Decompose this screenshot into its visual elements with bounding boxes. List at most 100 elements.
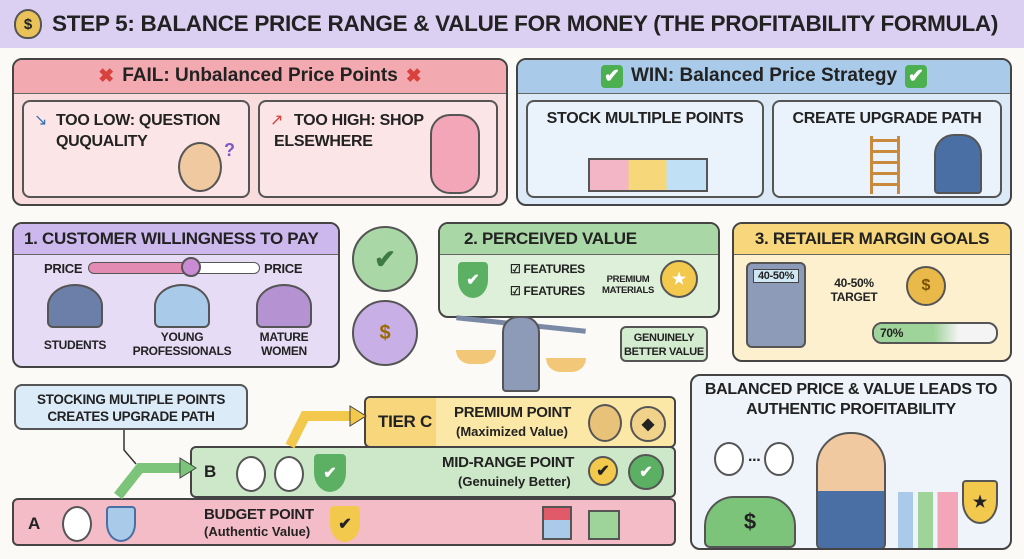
money-bag-icon: $ (14, 9, 42, 39)
win-header: ✔ WIN: Balanced Price Strategy ✔ (518, 60, 1010, 94)
segment-mature-women: MATURE WOMEN (244, 284, 324, 358)
stock-text: STOCK MULTIPLE POINTS (546, 110, 744, 127)
calculator-icon: 40-50% (746, 262, 806, 348)
question-icon: ? (224, 140, 235, 160)
premium-materials: PREMIUM MATERIALS (601, 274, 654, 296)
woman-icon (256, 284, 312, 328)
money-bags-icon: $ (704, 496, 796, 548)
star-medal-icon: ★ (660, 260, 698, 298)
tier-c: TIER C PREMIUM POINT (Maximized Value) ◆ (364, 396, 676, 448)
shield-check-icon: ✔ (314, 454, 346, 492)
arrow-a-to-b-icon (114, 463, 180, 500)
tier-a-label: A (28, 514, 40, 533)
title-bar: $ STEP 5: BALANCE PRICE RANGE & VALUE FO… (0, 0, 1024, 48)
willingness-panel: 1. CUSTOMER WILLINGNESS TO PAY PRICE PRI… (12, 222, 340, 368)
progress-label: 70% (880, 326, 904, 340)
margin-progress-bar: 70% (872, 322, 998, 344)
gold-bunny-icon (588, 404, 622, 442)
storefront-icon (542, 506, 572, 540)
shield-check-icon: ✔ (458, 262, 488, 298)
feature-1: ☑ FEATURES (510, 262, 585, 276)
tier-b-name: MID-RANGE POINT (442, 454, 575, 471)
trophy-icon: ★ (962, 480, 998, 524)
fail-header: ✖ FAIL: Unbalanced Price Points ✖ (14, 60, 506, 94)
check-icon: ✔ (905, 65, 927, 88)
shopkeeper-icon (816, 432, 886, 548)
margin-header: 3. RETAILER MARGIN GOALS (734, 224, 1010, 255)
tier-a: A BUDGET POINT (Authentic Value) ✔ (12, 498, 676, 546)
segments: STUDENTS YOUNG PROFESSIONALS MATURE WOME… (24, 284, 330, 358)
price-slider[interactable] (88, 257, 260, 277)
student-icon (47, 284, 103, 328)
coin-hand-bubble-icon: $ (352, 300, 418, 366)
professional-icon (154, 284, 210, 328)
page-title: STEP 5: BALANCE PRICE RANGE & VALUE FOR … (52, 11, 999, 36)
tier-c-label: TIER C (378, 412, 432, 431)
checkbox-icon: ☑ (510, 284, 524, 298)
shopping-bag-lock-icon (588, 510, 620, 540)
target-label: 40-50% TARGET (830, 276, 878, 304)
tier-c-name: PREMIUM POINT (454, 404, 571, 421)
calculator-display: 40-50% (753, 269, 799, 283)
upgrade-text: CREATE UPGRADE PATH (792, 110, 982, 127)
stock-card: STOCK MULTIPLE POINTS (526, 100, 764, 198)
fail-title: FAIL: Unbalanced Price Points (122, 65, 398, 86)
margin-panel: 3. RETAILER MARGIN GOALS 40-50% 40-50% T… (732, 222, 1012, 362)
genuinely-better-callout: GENUINELY BETTER VALUE (620, 326, 708, 362)
segment-students: STUDENTS (30, 284, 120, 358)
growth-chart-icon (898, 492, 958, 548)
check-icon: ✔ (601, 65, 623, 88)
bunny-icon (274, 456, 304, 492)
diamond-seal-icon: ◆ (630, 406, 666, 442)
too-high-card: ↗ TOO HIGH: SHOP ELSEWHERE (258, 100, 498, 198)
willingness-header: 1. CUSTOMER WILLINGNESS TO PAY (14, 224, 338, 255)
bunny-icon (62, 506, 92, 542)
podium-icon (588, 158, 708, 192)
bunny-icon (236, 456, 266, 492)
tier-a-sub: (Authentic Value) (204, 524, 311, 539)
perceived-panel: 2. PERCEIVED VALUE ✔ ☑ FEATURES ☑ FEATUR… (438, 222, 720, 318)
confused-person-icon (178, 142, 222, 192)
bunny-icon (714, 442, 744, 476)
ladder-icon (870, 136, 900, 194)
tier-c-sub: (Maximized Value) (456, 424, 568, 439)
shopper-icon (430, 114, 480, 194)
shield-bubble-icon: ✔ (352, 226, 418, 292)
callout-pointer-icon (123, 430, 137, 465)
x-icon: ✖ (405, 66, 422, 87)
segment-label: YOUNG PROFESSIONALS (132, 330, 232, 358)
tier-a-name: BUDGET POINT (204, 506, 314, 523)
arrow-b-to-c-icon (285, 411, 350, 449)
checkbox-icon: ☑ (510, 262, 524, 276)
tier-b-label: B (204, 462, 216, 481)
medal-icon: ✔ (588, 456, 618, 486)
tier-b: B ✔ MID-RANGE POINT (Genuinely Better) ✔… (190, 446, 676, 498)
balance-scale-icon (456, 315, 586, 394)
result-text: BALANCED PRICE & VALUE LEADS TO AUTHENTI… (704, 381, 998, 418)
perceived-header: 2. PERCEIVED VALUE (440, 224, 718, 255)
segment-label: STUDENTS (43, 338, 107, 352)
x-icon: ✖ (98, 66, 115, 87)
shield-icon (106, 506, 136, 542)
trend-up-icon: ↗ (270, 112, 284, 129)
bunny-icon (764, 442, 794, 476)
upgrade-arrows (114, 405, 367, 500)
segment-label: MATURE WOMEN (259, 330, 309, 358)
too-low-card: ↘ TOO LOW: QUESTION QUQUALITY ? (22, 100, 250, 198)
price-high-label: PRICE (264, 261, 303, 276)
trend-down-icon: ↘ (34, 112, 48, 129)
result-panel: BALANCED PRICE & VALUE LEADS TO AUTHENTI… (690, 374, 1012, 550)
win-title: WIN: Balanced Price Strategy (630, 65, 898, 86)
feature-2: ☑ FEATURES (510, 284, 585, 298)
coins-icon: $ (906, 266, 946, 306)
upgrade-card: CREATE UPGRADE PATH (772, 100, 1002, 198)
badge-check-icon: ✔ (628, 454, 664, 490)
upgrade-callout: STOCKING MULTIPLE POINTS CREATES UPGRADE… (14, 384, 248, 430)
segment-young-professionals: YOUNG PROFESSIONALS (132, 284, 232, 358)
too-high-text: TOO HIGH: SHOP ELSEWHERE (274, 112, 424, 150)
price-low-label: PRICE (44, 261, 83, 276)
ellipsis: ... (748, 448, 761, 465)
too-low-text: TOO LOW: QUESTION QUQUALITY (56, 112, 221, 150)
slider-handle[interactable] (181, 257, 201, 277)
tier-b-sub: (Genuinely Better) (458, 474, 571, 489)
